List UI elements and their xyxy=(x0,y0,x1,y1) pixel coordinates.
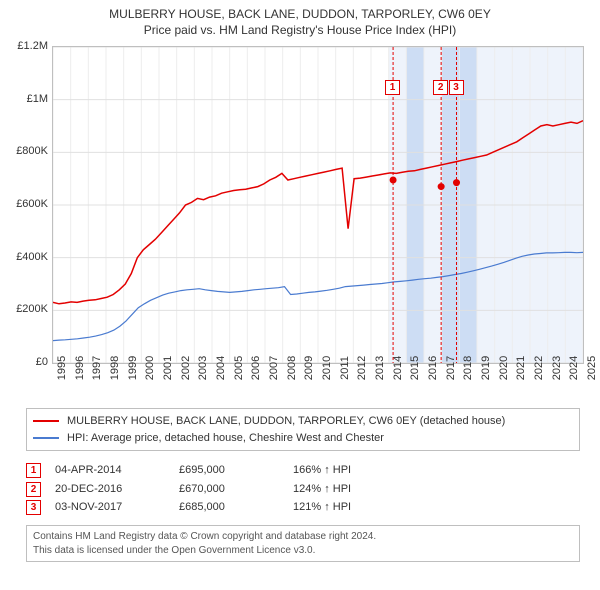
x-axis-tick: 2013 xyxy=(374,356,386,380)
sale-row: 2 20-DEC-2016 £670,000 124% ↑ HPI xyxy=(26,480,580,499)
sale-hpi-pct: 121% ↑ HPI xyxy=(293,498,403,517)
sale-price: £685,000 xyxy=(179,498,279,517)
x-axis-tick: 1999 xyxy=(127,356,139,380)
x-axis-tick: 1997 xyxy=(91,356,103,380)
x-axis-tick: 2006 xyxy=(250,356,262,380)
x-axis-tick: 2017 xyxy=(445,356,457,380)
x-axis-tick: 2000 xyxy=(144,356,156,380)
sale-marker-icon: 3 xyxy=(26,500,41,515)
chart-title-block: MULBERRY HOUSE, BACK LANE, DUDDON, TARPO… xyxy=(0,0,600,38)
sale-marker-flag: 1 xyxy=(385,80,400,95)
sale-price: £670,000 xyxy=(179,480,279,499)
sale-row: 1 04-APR-2014 £695,000 166% ↑ HPI xyxy=(26,461,580,480)
x-axis-tick: 2003 xyxy=(197,356,209,380)
x-axis-tick: 1995 xyxy=(56,356,68,380)
sale-hpi-pct: 166% ↑ HPI xyxy=(293,461,403,480)
y-axis-tick: £600K xyxy=(4,198,48,210)
x-axis-tick: 2019 xyxy=(480,356,492,380)
x-axis-tick: 1996 xyxy=(74,356,86,380)
chart-svg xyxy=(53,47,583,363)
legend-row: MULBERRY HOUSE, BACK LANE, DUDDON, TARPO… xyxy=(33,413,573,430)
x-axis-tick: 2023 xyxy=(551,356,563,380)
legend-row: HPI: Average price, detached house, Ches… xyxy=(33,430,573,447)
x-axis-tick: 2001 xyxy=(162,356,174,380)
legend-text: MULBERRY HOUSE, BACK LANE, DUDDON, TARPO… xyxy=(67,413,505,430)
x-axis-tick: 2025 xyxy=(586,356,598,380)
x-axis-tick: 2014 xyxy=(392,356,404,380)
attribution-line: This data is licensed under the Open Gov… xyxy=(33,544,573,558)
x-axis-tick: 2021 xyxy=(515,356,527,380)
title-line2: Price paid vs. HM Land Registry's House … xyxy=(0,22,600,38)
sale-price: £695,000 xyxy=(179,461,279,480)
sale-row: 3 03-NOV-2017 £685,000 121% ↑ HPI xyxy=(26,498,580,517)
x-axis-tick: 2022 xyxy=(533,356,545,380)
x-axis-tick: 2005 xyxy=(233,356,245,380)
x-axis-tick: 2016 xyxy=(427,356,439,380)
y-axis-tick: £1.2M xyxy=(4,40,48,52)
x-axis-tick: 2009 xyxy=(303,356,315,380)
sale-marker-icon: 2 xyxy=(26,482,41,497)
chart-area xyxy=(52,46,584,364)
x-axis-tick: 2024 xyxy=(568,356,580,380)
legend-text: HPI: Average price, detached house, Ches… xyxy=(67,430,384,447)
y-axis-tick: £200K xyxy=(4,303,48,315)
x-axis-tick: 2020 xyxy=(498,356,510,380)
x-axis-tick: 2011 xyxy=(339,356,351,380)
sale-date: 04-APR-2014 xyxy=(55,461,165,480)
sales-table: 1 04-APR-2014 £695,000 166% ↑ HPI 2 20-D… xyxy=(26,461,580,517)
sale-date: 03-NOV-2017 xyxy=(55,498,165,517)
sale-marker-flag: 3 xyxy=(449,80,464,95)
legend: MULBERRY HOUSE, BACK LANE, DUDDON, TARPO… xyxy=(26,408,580,451)
x-axis-tick: 2004 xyxy=(215,356,227,380)
attribution-line: Contains HM Land Registry data © Crown c… xyxy=(33,530,573,544)
title-line1: MULBERRY HOUSE, BACK LANE, DUDDON, TARPO… xyxy=(0,6,600,22)
sale-hpi-pct: 124% ↑ HPI xyxy=(293,480,403,499)
y-axis-tick: £0 xyxy=(4,356,48,368)
x-axis-tick: 2007 xyxy=(268,356,280,380)
sale-date: 20-DEC-2016 xyxy=(55,480,165,499)
legend-swatch-property xyxy=(33,420,59,422)
legend-swatch-hpi xyxy=(33,437,59,439)
x-axis-tick: 2010 xyxy=(321,356,333,380)
x-axis-tick: 2002 xyxy=(180,356,192,380)
y-axis-tick: £400K xyxy=(4,251,48,263)
sale-marker-flag: 2 xyxy=(433,80,448,95)
x-axis-tick: 2012 xyxy=(356,356,368,380)
x-axis-tick: 2015 xyxy=(409,356,421,380)
y-axis-tick: £1M xyxy=(4,93,48,105)
x-axis-tick: 2008 xyxy=(286,356,298,380)
x-axis-tick: 2018 xyxy=(462,356,474,380)
x-axis-tick: 1998 xyxy=(109,356,121,380)
attribution-box: Contains HM Land Registry data © Crown c… xyxy=(26,525,580,562)
sale-marker-icon: 1 xyxy=(26,463,41,478)
y-axis-tick: £800K xyxy=(4,145,48,157)
